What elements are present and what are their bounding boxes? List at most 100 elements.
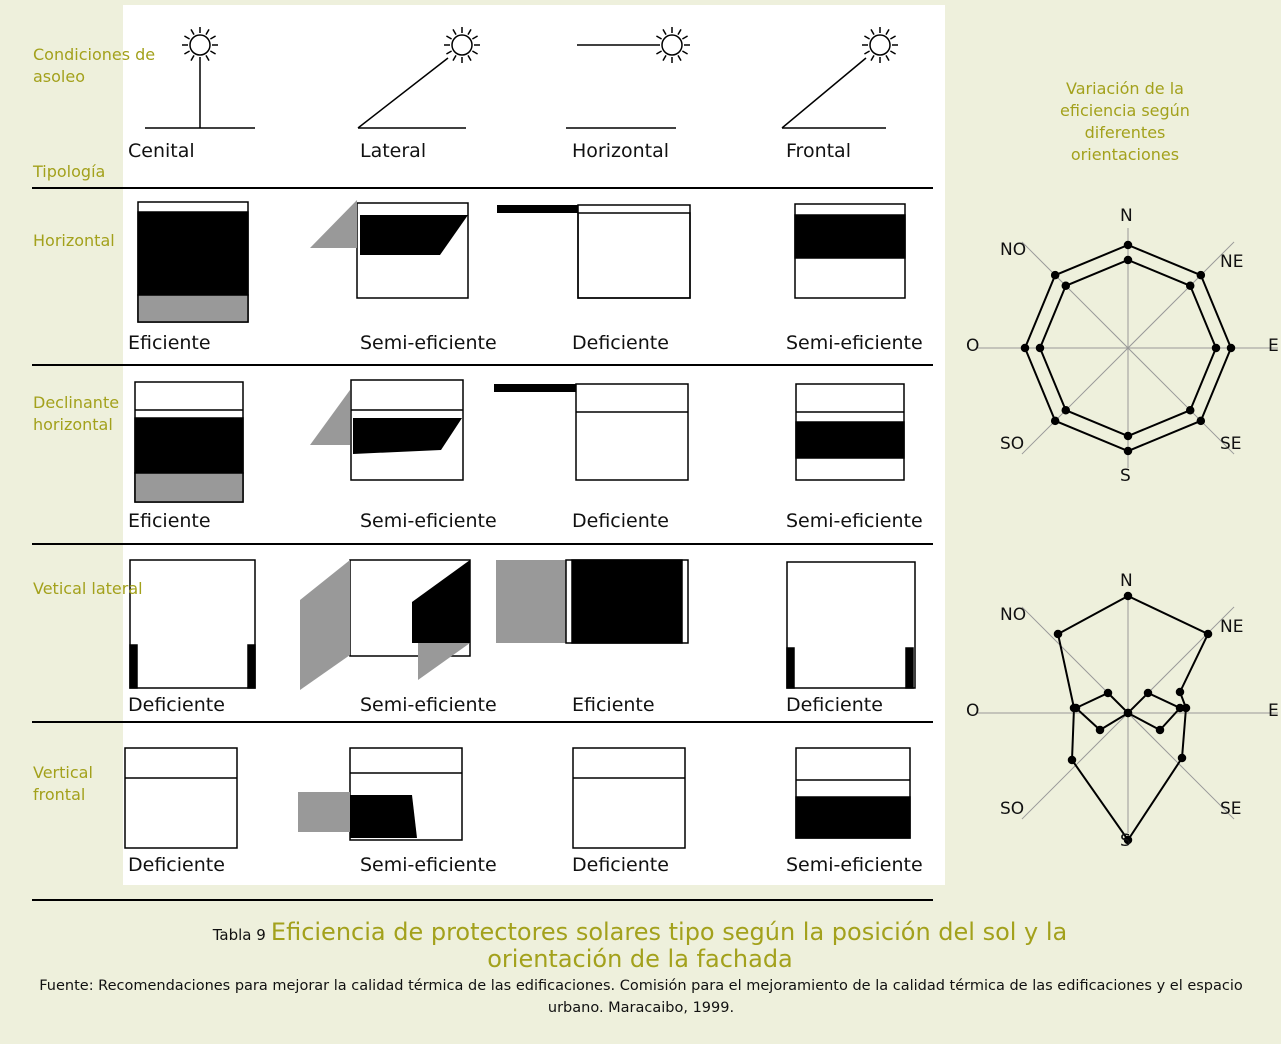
sun-ray — [190, 55, 195, 61]
radar-dot — [1123, 255, 1133, 265]
box — [356, 202, 469, 299]
sun-ray — [452, 55, 457, 61]
sun-ray — [210, 50, 216, 55]
rating: Semi-eficiente — [360, 854, 497, 876]
typology-label: Tipología — [33, 162, 106, 181]
radar-dot — [1123, 835, 1133, 845]
caption: Tabla 9 Eficiencia de protectores solare… — [200, 920, 1080, 974]
drawings — [32, 27, 1278, 901]
radar-dot — [1185, 281, 1195, 291]
sun-ray — [870, 29, 875, 35]
rating: Semi-eficiente — [360, 332, 497, 354]
sun — [869, 34, 891, 56]
sun — [661, 34, 683, 56]
sun-ray — [864, 35, 870, 40]
box — [786, 561, 916, 689]
radar-dot — [1095, 725, 1105, 735]
radar-dot — [1185, 405, 1195, 415]
sun-ray — [190, 29, 195, 35]
box — [350, 379, 464, 481]
shade — [353, 418, 462, 454]
compass-label: SO — [1000, 434, 1025, 454]
radar-dot — [1053, 629, 1063, 639]
compass-label: NE — [1220, 252, 1244, 272]
sun-ray — [467, 29, 472, 35]
sun-arrow — [357, 57, 449, 129]
column-header: Frontal — [786, 140, 851, 162]
shade — [350, 795, 417, 838]
shade — [298, 792, 350, 832]
sun-ray — [656, 35, 662, 40]
rating: Eficiente — [128, 332, 211, 354]
sun-ray — [682, 50, 688, 55]
rating: Eficiente — [572, 694, 655, 716]
compass-label: NE — [1220, 617, 1244, 637]
rating: Deficiente — [572, 510, 669, 532]
sun-ray — [452, 29, 457, 35]
sun — [451, 34, 473, 56]
sun-ray — [472, 35, 478, 40]
sun-ray — [870, 55, 875, 61]
radar-dot — [1067, 755, 1077, 765]
rating: Eficiente — [128, 510, 211, 532]
row-label: Vetical lateral — [33, 579, 143, 598]
sun-ray — [885, 55, 890, 61]
compass-label: SO — [1000, 799, 1025, 819]
sun-ray — [446, 35, 452, 40]
side-title: Variación de la eficiencia según diferen… — [1060, 79, 1190, 164]
box — [137, 294, 249, 323]
sun-ray — [885, 29, 890, 35]
radar-dot — [1175, 703, 1185, 713]
shade — [300, 560, 350, 690]
compass-label: N — [1120, 571, 1133, 591]
box — [247, 644, 256, 689]
sun-ray — [677, 55, 682, 61]
box — [572, 747, 686, 849]
radar-dot — [1103, 688, 1113, 698]
radar-dot — [1175, 687, 1185, 697]
sun-ray — [677, 29, 682, 35]
sun-ray — [184, 35, 190, 40]
box — [134, 472, 244, 503]
compass-label: O — [966, 701, 980, 721]
sun-ray — [210, 35, 216, 40]
compass-label: O — [966, 336, 980, 356]
rating: Semi-eficiente — [786, 854, 923, 876]
rating: Deficiente — [786, 694, 883, 716]
sun-ray — [205, 29, 210, 35]
rating: Deficiente — [572, 332, 669, 354]
box — [137, 211, 249, 296]
shade — [310, 200, 357, 248]
box — [575, 383, 689, 481]
column-header: Lateral — [360, 140, 427, 162]
compass-label: SE — [1220, 434, 1242, 454]
rating: Deficiente — [572, 854, 669, 876]
rating: Semi-eficiente — [360, 694, 497, 716]
radar-dot — [1061, 281, 1071, 291]
row-label: Horizontal — [33, 231, 115, 250]
row-label: Declinante horizontal — [33, 393, 120, 434]
radar-dot — [1196, 416, 1206, 426]
box — [786, 647, 795, 689]
sun-ray — [205, 55, 210, 61]
shade — [497, 205, 578, 213]
sun-ray — [662, 29, 667, 35]
compass-label: S — [1120, 831, 1131, 851]
sun-ray — [662, 55, 667, 61]
box — [795, 421, 905, 459]
sun-arrow — [781, 57, 867, 129]
box — [905, 647, 914, 689]
shade — [494, 384, 576, 392]
sun-ray — [682, 35, 688, 40]
compass-label: SE — [1220, 799, 1242, 819]
sun-ray — [467, 55, 472, 61]
rating: Semi-eficiente — [360, 510, 497, 532]
compass-label: S — [1120, 466, 1131, 486]
radar-dot — [1155, 725, 1165, 735]
radar-dot — [1123, 431, 1133, 441]
sun-ray — [446, 50, 452, 55]
box — [129, 559, 256, 689]
radar-dot — [1020, 343, 1030, 353]
radar-dot — [1203, 629, 1213, 639]
